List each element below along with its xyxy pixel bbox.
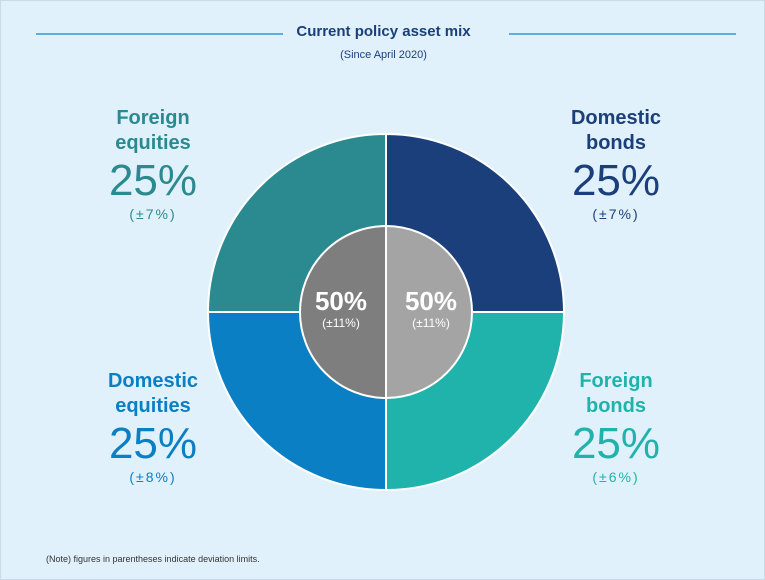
inner-label: 50% (±11%) bbox=[301, 286, 381, 330]
note: (Note) figures in parentheses indicate d… bbox=[46, 554, 260, 564]
chart-title: Current policy asset mix bbox=[296, 23, 471, 40]
deviation-label: (±7%) bbox=[129, 206, 177, 222]
category-label: Domestic bonds bbox=[570, 107, 662, 154]
chart-subtitle: (Since April 2020) bbox=[340, 49, 427, 61]
value-label: 25% bbox=[571, 156, 661, 205]
category-label: Domestic equities bbox=[107, 370, 199, 417]
category-label: Foreign equities bbox=[115, 107, 191, 154]
segment-label: Foreign equities 25% (±7%) bbox=[78, 106, 228, 222]
segment-label: Domestic bonds 25% (±7%) bbox=[541, 106, 691, 222]
value-label: 25% bbox=[571, 419, 661, 468]
deviation-label: (±11%) bbox=[412, 316, 450, 330]
inner-slice bbox=[299, 224, 387, 400]
value-label: 50% bbox=[314, 286, 368, 316]
deviation-label: (±6%) bbox=[592, 469, 640, 485]
value-label: 25% bbox=[108, 156, 198, 205]
deviation-label: (±11%) bbox=[322, 316, 360, 330]
inner-label: 50% (±11%) bbox=[391, 286, 471, 330]
deviation-label: (±7%) bbox=[592, 206, 640, 222]
deviation-label: (±8%) bbox=[129, 469, 177, 485]
value-label: 50% bbox=[404, 286, 458, 316]
segment-label: Domestic equities 25% (±8%) bbox=[78, 369, 228, 485]
inner-slice bbox=[385, 224, 473, 400]
category-label: Foreign bonds bbox=[579, 370, 653, 417]
value-label: 25% bbox=[108, 419, 198, 468]
segment-label: Foreign bonds 25% (±6%) bbox=[541, 369, 691, 485]
